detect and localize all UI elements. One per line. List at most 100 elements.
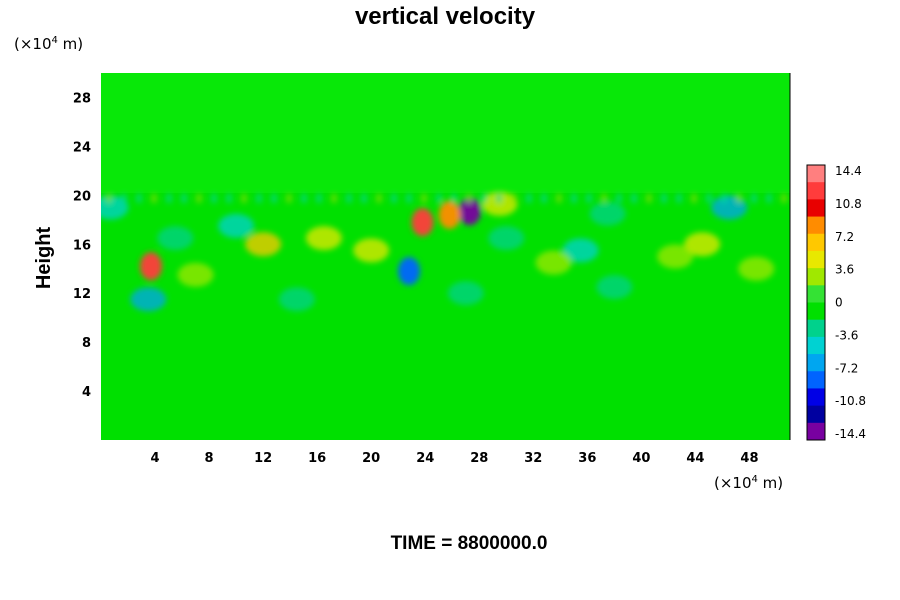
velocity-feature bbox=[157, 226, 194, 251]
edge-ripple bbox=[496, 193, 502, 204]
x-tick-label: 32 bbox=[524, 451, 542, 466]
colorbar-tick-label: -7.2 bbox=[835, 361, 858, 375]
colorbar-segment bbox=[807, 268, 825, 286]
edge-ripple bbox=[121, 193, 127, 204]
edge-ripple bbox=[451, 193, 457, 204]
edge-ripple bbox=[106, 193, 112, 204]
velocity-feature bbox=[738, 256, 775, 281]
y-tick-label: 20 bbox=[73, 189, 91, 204]
colorbar-tick-label: 14.4 bbox=[835, 164, 862, 178]
colorbar-segment bbox=[807, 302, 825, 321]
edge-ripple bbox=[736, 193, 742, 204]
edge-ripple bbox=[481, 193, 487, 204]
velocity-feature bbox=[177, 262, 214, 287]
x-tick-label: 40 bbox=[632, 451, 650, 466]
edge-ripple bbox=[211, 193, 217, 204]
colorbar-segment bbox=[807, 422, 825, 441]
edge-ripple bbox=[151, 193, 157, 204]
upper-quiet-region bbox=[101, 73, 790, 193]
velocity-feature bbox=[458, 197, 481, 226]
y-axis-label: Height bbox=[33, 227, 55, 290]
edge-ripple bbox=[361, 193, 367, 204]
edge-ripple bbox=[331, 193, 337, 204]
colorbar-tick-label: -3.6 bbox=[835, 328, 858, 342]
colorbar-segment bbox=[807, 405, 825, 424]
x-tick-label: 28 bbox=[470, 451, 488, 466]
colorbar-tick-label: 10.8 bbox=[835, 197, 862, 211]
colorbar-segment bbox=[807, 285, 825, 303]
edge-ripple bbox=[526, 193, 532, 204]
velocity-feature bbox=[438, 200, 461, 229]
velocity-feature bbox=[245, 232, 282, 257]
x-tick-label: 36 bbox=[578, 451, 596, 466]
velocity-feature bbox=[657, 244, 694, 269]
x-tick-label: 48 bbox=[740, 451, 758, 466]
colorbar-tick-label: 7.2 bbox=[835, 230, 854, 244]
edge-ripple bbox=[466, 193, 472, 204]
velocity-feature bbox=[562, 238, 599, 263]
edge-ripple bbox=[631, 193, 637, 204]
edge-ripple bbox=[436, 193, 442, 204]
edge-ripple bbox=[706, 193, 712, 204]
y-tick-labels: 4 8 12 16 20 24 28 bbox=[73, 91, 91, 400]
edge-ripple bbox=[241, 193, 247, 204]
edge-ripple bbox=[661, 193, 667, 204]
x-tick-label: 16 bbox=[308, 451, 326, 466]
edge-ripple bbox=[346, 193, 352, 204]
colorbar-frame bbox=[806, 164, 826, 441]
edge-ripple bbox=[226, 193, 232, 204]
edge-ripple bbox=[286, 193, 292, 204]
colorbar-segment bbox=[807, 216, 825, 235]
edge-ripple bbox=[511, 193, 517, 204]
edge-ripple bbox=[406, 193, 412, 204]
y-tick-label: 12 bbox=[73, 287, 91, 302]
edge-ripple bbox=[316, 193, 322, 204]
x-tick-label: 4 bbox=[151, 451, 160, 466]
colorbar-segment bbox=[807, 165, 825, 183]
edge-ripple bbox=[391, 193, 397, 204]
edge-ripple bbox=[301, 193, 307, 204]
edge-ripple bbox=[541, 193, 547, 204]
x-tick-label: 8 bbox=[205, 451, 214, 466]
colorbar-segment bbox=[807, 371, 825, 389]
velocity-feature bbox=[305, 226, 342, 251]
velocity-feature bbox=[218, 213, 255, 238]
edge-ripple bbox=[586, 193, 592, 204]
velocity-feature bbox=[411, 208, 434, 237]
velocity-feature bbox=[139, 252, 162, 281]
x-tick-label: 24 bbox=[416, 451, 434, 466]
edge-ripple bbox=[616, 193, 622, 204]
edge-ripple bbox=[781, 193, 787, 204]
velocity-feature bbox=[447, 281, 484, 306]
edge-ripple bbox=[556, 193, 562, 204]
edge-ripple bbox=[196, 193, 202, 204]
x-tick-labels: 4 8 12 16 20 24 28 32 36 40 44 48 bbox=[151, 451, 759, 466]
velocity-feature bbox=[684, 232, 721, 257]
velocity-feature bbox=[278, 287, 315, 312]
colorbar-segment bbox=[807, 319, 825, 338]
velocity-feature bbox=[353, 238, 390, 263]
colorbar-tick-label: -14.4 bbox=[835, 427, 866, 441]
edge-ripple bbox=[271, 193, 277, 204]
edge-ripple bbox=[571, 193, 577, 204]
colorbar-segment bbox=[807, 199, 825, 218]
plot-area bbox=[101, 73, 790, 440]
y-tick-label: 28 bbox=[73, 91, 91, 106]
colorbar-labels: 14.4 10.8 7.2 3.6 0 -3.6 -7.2 -10.8 -14.4 bbox=[835, 164, 866, 441]
x-tick-label: 20 bbox=[362, 451, 380, 466]
y-tick-label: 4 bbox=[82, 385, 91, 400]
colorbar-segment bbox=[807, 250, 825, 269]
edge-ripple bbox=[166, 193, 172, 204]
colorbar-segment bbox=[807, 336, 825, 355]
y-tick-label: 16 bbox=[73, 238, 91, 253]
edge-ripple bbox=[136, 193, 142, 204]
time-label: TIME = 8800000.0 bbox=[391, 533, 548, 554]
velocity-feature bbox=[535, 250, 572, 275]
edge-ripple bbox=[421, 193, 427, 204]
y-tick-label: 8 bbox=[82, 336, 91, 351]
velocity-feature bbox=[596, 275, 633, 300]
colorbar-segment bbox=[807, 388, 825, 407]
edge-ripple bbox=[646, 193, 652, 204]
y-axis-unit: (×104 m) bbox=[14, 35, 83, 53]
